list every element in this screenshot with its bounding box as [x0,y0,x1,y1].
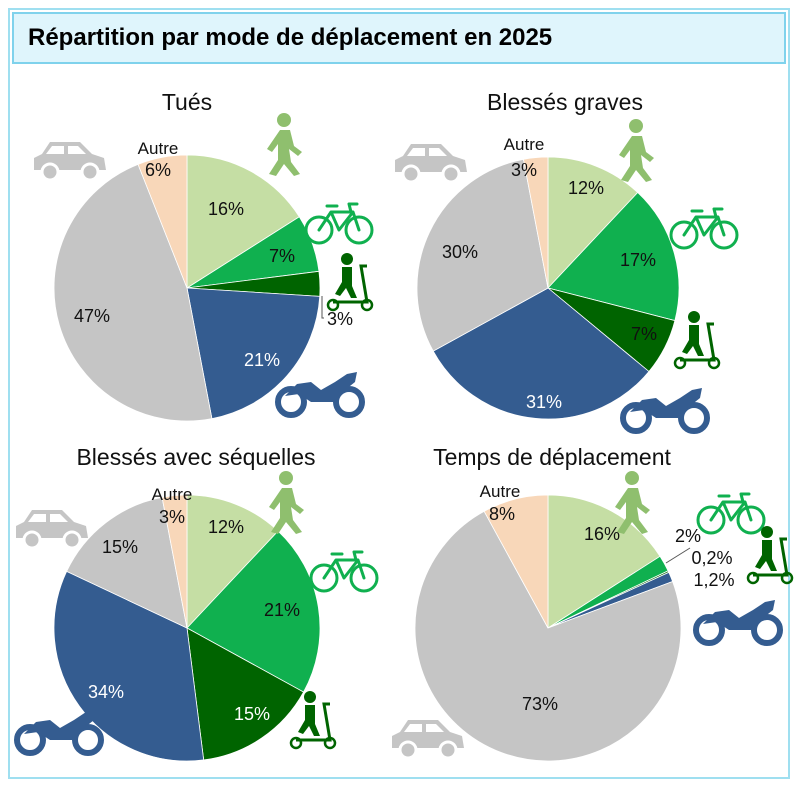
category-label: Autre [504,135,545,154]
pedestrian-icon [269,471,304,534]
bicycle-icon [309,550,379,593]
category-label: Autre [138,139,179,158]
data-label: 12% [568,178,604,198]
pie-slice [53,163,213,422]
data-label: 30% [442,242,478,262]
pie-slice [137,154,188,289]
motorcycle-icon [275,372,365,418]
motorcycle-icon [620,388,710,434]
data-label: 17% [620,250,656,270]
scooter-icon [673,311,721,370]
category-label: Autre [152,485,193,504]
data-label: 73% [522,694,558,714]
pie-slice [483,494,549,629]
data-label: 31% [526,392,562,412]
pie-chart: Temps de déplacement 16% 2%0,2%1,2% 73% 8% Au… [392,444,794,762]
pie-slice [432,287,650,420]
motorcycle-icon [693,600,783,646]
pie-slice [414,510,682,762]
data-label: 6% [145,160,171,180]
scooter-icon [326,253,374,312]
pedestrian-icon [615,471,650,534]
car-icon [395,144,467,184]
data-label: 16% [208,199,244,219]
pie-chart: Tués 16% 7% 3% 21% 47% 6% Autre [34,89,374,422]
page-title: Répartition par mode de déplacement en 2… [28,24,553,51]
car-icon [392,720,464,760]
bicycle-icon [669,207,739,250]
pie-slice [547,156,639,290]
pedestrian-icon [619,119,654,182]
chart-title: Blessés graves [487,89,643,115]
pie-slice [416,158,549,352]
category-label: Autre [480,482,521,501]
leader-line [321,296,324,319]
data-label: 16% [584,524,620,544]
data-label: 12% [208,517,244,537]
pie-chart: Blessés avec séquelles 12% 21% 15% 34% 15% 3% A… [14,444,379,762]
data-label: 7% [269,246,295,266]
data-label: 21% [264,600,300,620]
chart-title: Tués [162,89,212,115]
data-label: 7% [631,324,657,344]
bicycle-icon [696,492,766,535]
pie-slice [186,627,305,761]
chart-title: Blessés avec séquelles [76,444,315,470]
title-bar: Répartition par mode de déplacement en 2… [12,12,786,64]
data-label: 0,2% [691,548,732,568]
data-label: 8% [489,504,515,524]
car-icon [34,142,106,182]
pie-slice [186,287,321,420]
pie-slice [161,494,188,629]
chart-title: Temps de déplacement [433,444,671,470]
data-label: 15% [234,704,270,724]
pie-slice [547,191,680,322]
data-label: 1,2% [693,570,734,590]
data-label: 3% [511,160,537,180]
leader-line [665,547,691,564]
data-label: 47% [74,306,110,326]
car-icon [16,510,88,550]
bicycle-icon [304,202,374,245]
pedestrian-icon [267,113,302,176]
data-label: 15% [102,537,138,557]
scooter-icon [746,526,794,585]
motorcycle-icon [14,710,104,756]
scooter-icon [289,691,337,750]
data-label: 34% [88,682,124,702]
data-label: 21% [244,350,280,370]
pie-slice [186,530,321,693]
data-label: 3% [159,507,185,527]
pie-slice [66,496,188,629]
pie-slice [186,154,300,289]
data-label: 3% [327,309,353,329]
pie-slice [547,494,661,629]
data-label: 2% [675,526,701,546]
pie-slice [522,156,549,289]
pie-chart: Blessés graves 12% 17% 7% 31% 30% 3% Autre [395,89,739,434]
